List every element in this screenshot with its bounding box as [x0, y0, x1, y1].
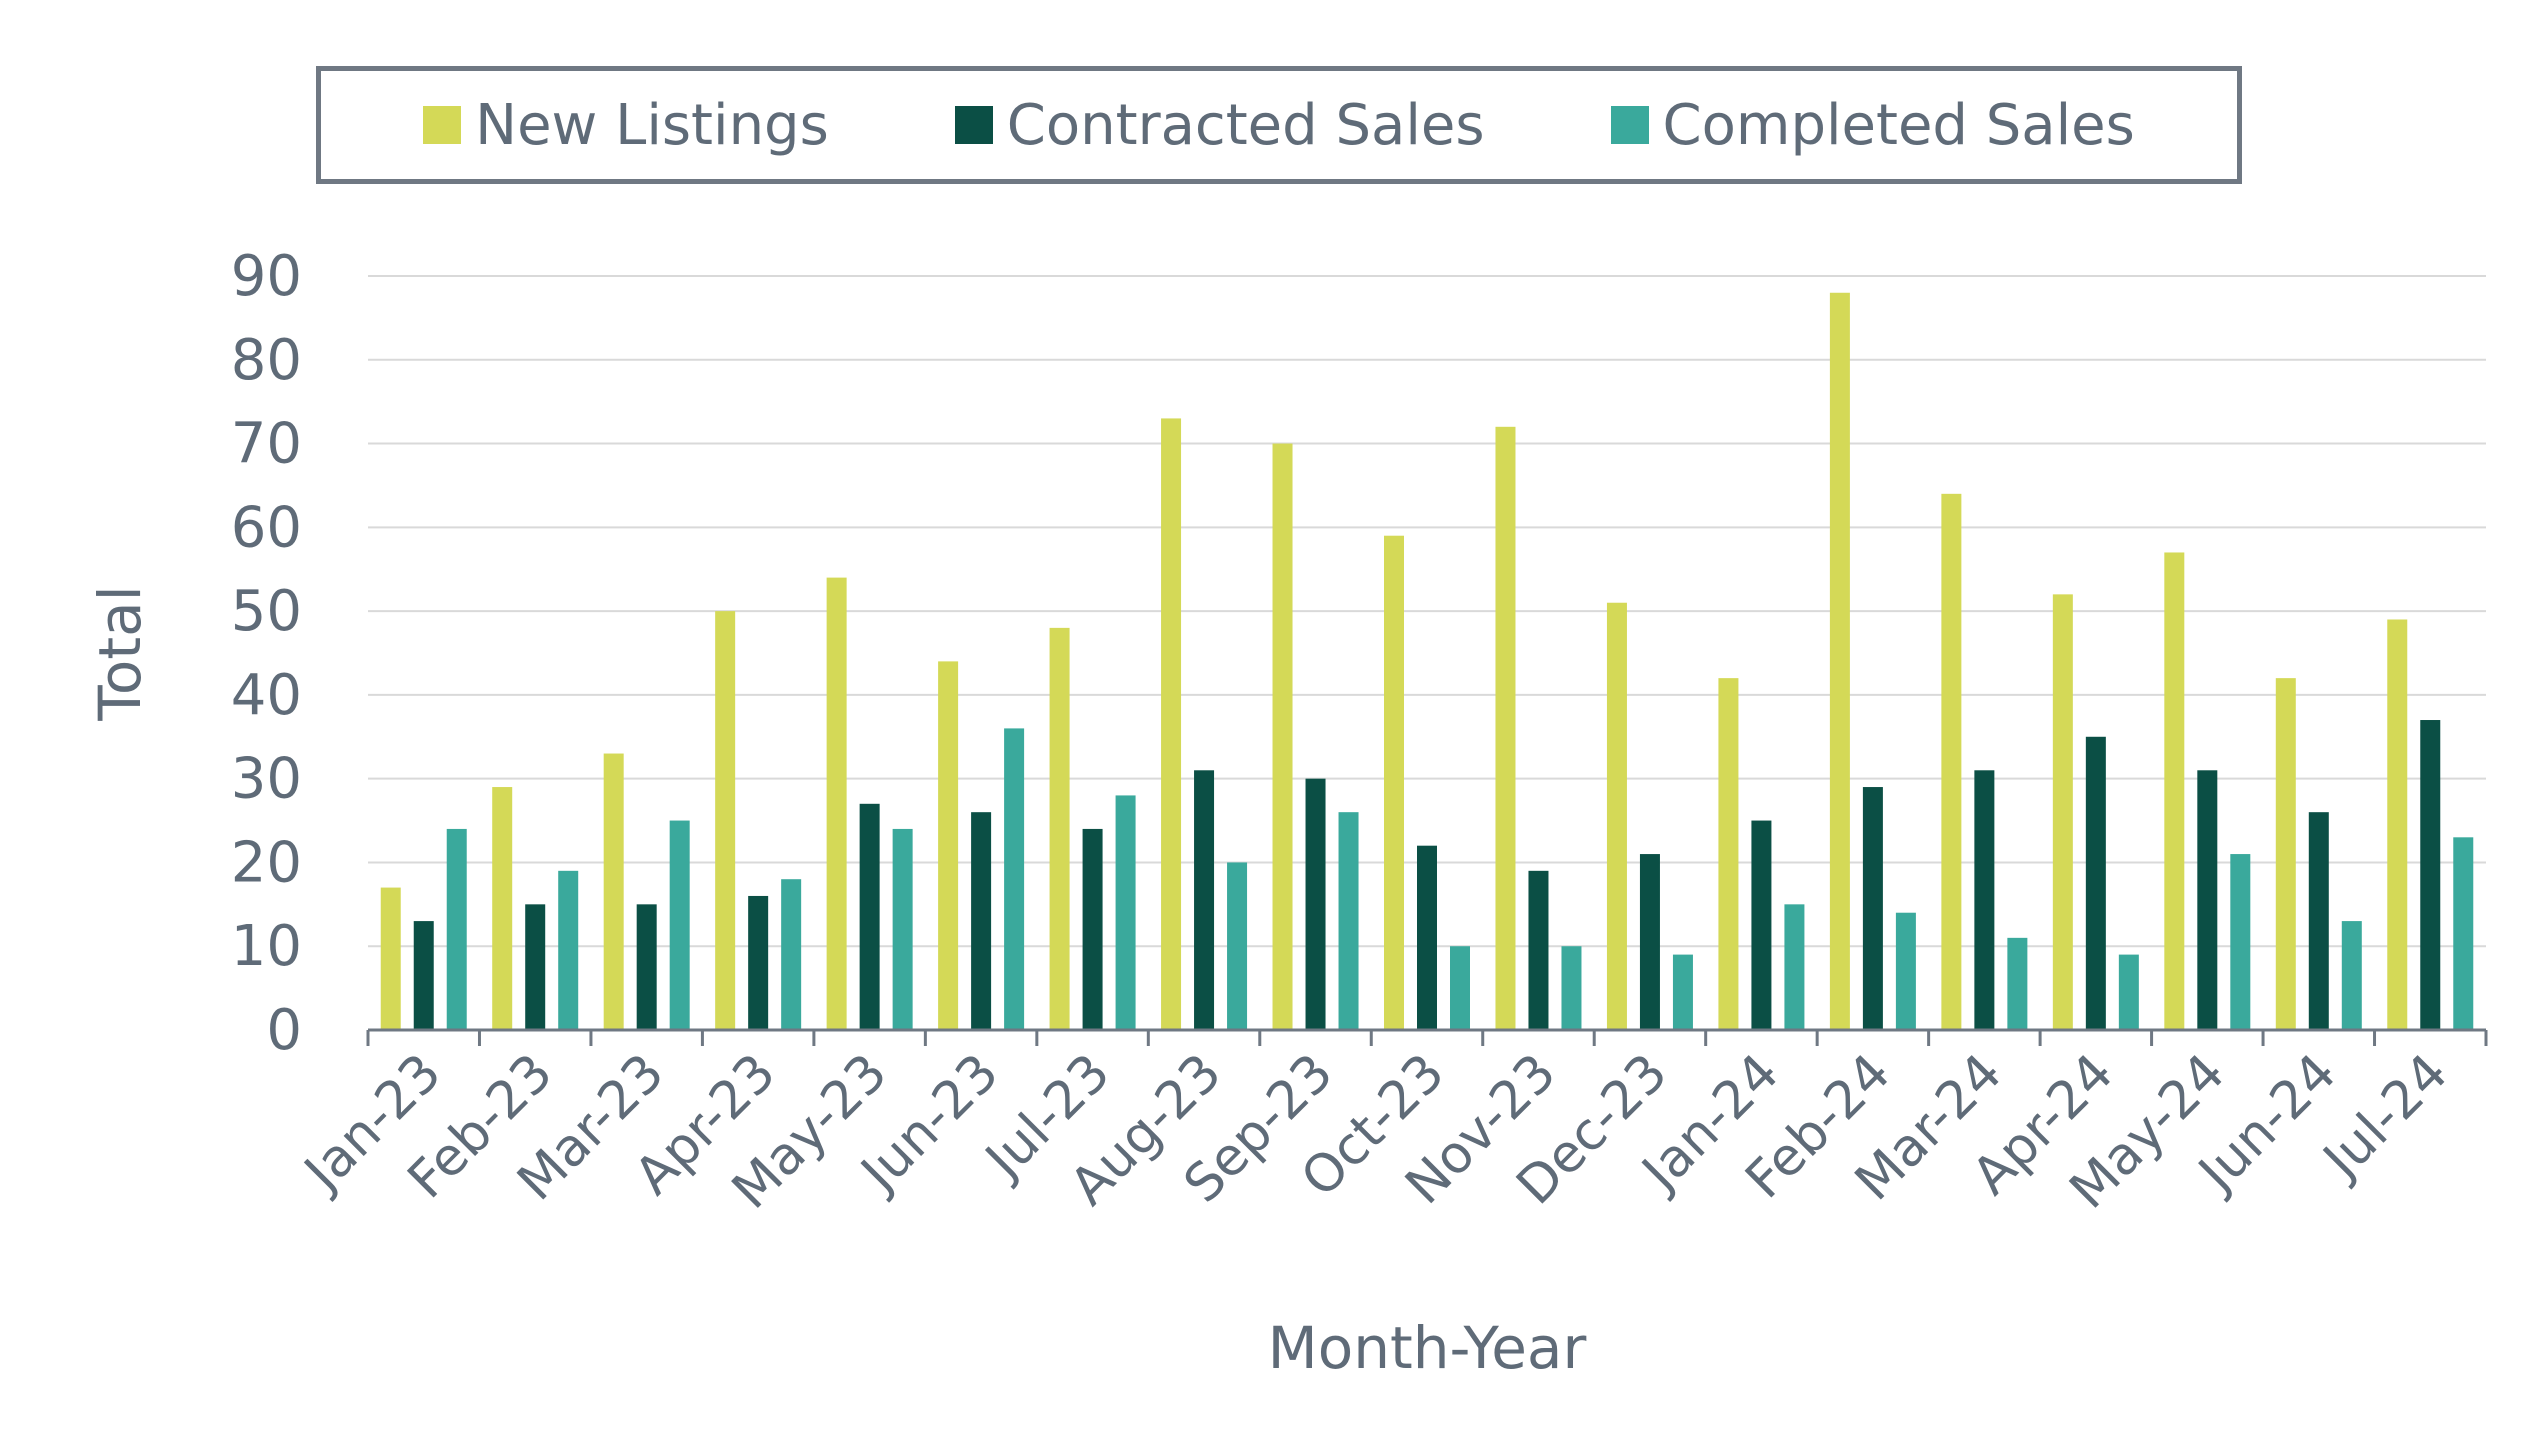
y-tick-label: 30: [231, 747, 302, 812]
bar-contracted-sales: [2197, 770, 2218, 1030]
bar-completed-sales: [669, 820, 690, 1030]
bar-new-listings: [1272, 443, 1293, 1030]
legend-swatch: [1610, 106, 1649, 144]
legend-swatch: [423, 106, 462, 144]
bar-contracted-sales: [1862, 787, 1883, 1030]
legend-item: Completed Sales: [1610, 92, 2135, 158]
bar-contracted-sales: [1974, 770, 1995, 1030]
bar-completed-sales: [446, 828, 467, 1030]
legend-label: New Listings: [475, 92, 829, 158]
bar-new-listings: [2052, 594, 2073, 1030]
bar-new-listings: [492, 787, 513, 1030]
bar-new-listings: [1161, 418, 1182, 1030]
bar-new-listings: [380, 887, 401, 1030]
bar-completed-sales: [2453, 837, 2474, 1030]
bar-new-listings: [938, 661, 959, 1030]
y-tick-label: 90: [231, 244, 302, 309]
y-tick-label: 20: [231, 830, 302, 895]
bar-contracted-sales: [971, 812, 992, 1030]
bar-contracted-sales: [2085, 736, 2106, 1030]
bar-completed-sales: [1115, 795, 1136, 1030]
bar-completed-sales: [1004, 728, 1025, 1030]
bar-contracted-sales: [1639, 854, 1660, 1030]
y-tick-label: 50: [231, 579, 302, 644]
bar-new-listings: [1606, 602, 1627, 1030]
bar-completed-sales: [1450, 946, 1470, 1030]
bar-new-listings: [1718, 678, 1739, 1030]
bar-completed-sales: [2007, 937, 2028, 1030]
y-tick-label: 80: [231, 328, 302, 393]
bar-contracted-sales: [859, 803, 880, 1030]
chart-legend: New Listings Contracted Sales Completed Sa…: [316, 66, 2242, 184]
bar-completed-sales: [1338, 812, 1359, 1030]
y-tick-label: 10: [231, 914, 302, 979]
bar-completed-sales: [2230, 854, 2251, 1030]
legend-item: Contracted Sales: [954, 92, 1485, 158]
bar-completed-sales: [1227, 862, 1248, 1030]
bar-contracted-sales: [1528, 870, 1549, 1030]
bar-contracted-sales: [1305, 778, 1326, 1030]
legend-label: Completed Sales: [1662, 92, 2135, 158]
bar-new-listings: [1829, 292, 1850, 1030]
bar-completed-sales: [2118, 954, 2139, 1030]
bar-contracted-sales: [1417, 845, 1437, 1030]
bar-contracted-sales: [748, 895, 769, 1030]
bar-contracted-sales: [1194, 770, 1215, 1030]
bar-new-listings: [2275, 678, 2296, 1030]
y-tick-label: 40: [231, 663, 302, 728]
bar-completed-sales: [892, 828, 913, 1030]
bar-contracted-sales: [2308, 812, 2329, 1030]
bar-contracted-sales: [525, 904, 546, 1030]
bar-contracted-sales: [636, 904, 657, 1030]
bar-new-listings: [1384, 535, 1404, 1030]
bar-contracted-sales: [2420, 720, 2441, 1030]
bar-contracted-sales: [1751, 820, 1772, 1030]
bar-completed-sales: [781, 879, 802, 1030]
bar-new-listings: [1495, 426, 1516, 1030]
y-axis-title: Total: [86, 585, 154, 721]
legend-label: Contracted Sales: [1006, 92, 1485, 158]
legend-item: New Listings: [423, 93, 829, 158]
bar-new-listings: [1941, 493, 1962, 1030]
y-tick-label: 60: [231, 495, 302, 560]
bar-contracted-sales: [1082, 828, 1103, 1030]
bar-new-listings: [1049, 627, 1070, 1030]
bar-contracted-sales: [413, 921, 434, 1030]
y-tick-label: 0: [266, 998, 302, 1063]
y-tick-label: 70: [231, 412, 302, 477]
bar-new-listings: [603, 753, 624, 1030]
bar-completed-sales: [1672, 954, 1693, 1030]
bar-completed-sales: [1895, 912, 1916, 1030]
bar-completed-sales: [1784, 904, 1805, 1030]
x-axis-title: Month-Year: [1268, 1314, 1587, 1382]
bar-completed-sales: [558, 870, 579, 1030]
bar-new-listings: [2387, 619, 2408, 1030]
legend-swatch: [954, 106, 993, 144]
bar-completed-sales: [2341, 921, 2362, 1030]
x-tick-label: Jul-24: [2310, 1043, 2459, 1192]
bar-new-listings: [715, 611, 736, 1030]
bar-completed-sales: [1561, 946, 1582, 1030]
bar-new-listings: [826, 577, 847, 1030]
bar-new-listings: [2164, 552, 2185, 1030]
